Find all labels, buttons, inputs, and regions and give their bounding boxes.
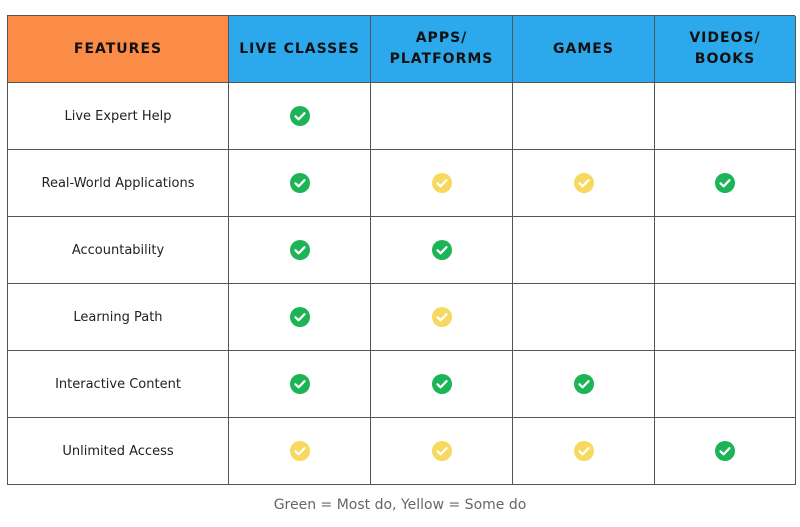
check-icon: [431, 374, 452, 394]
icon-circle: [431, 240, 452, 260]
status-cell: [229, 83, 371, 150]
icon-circle: [715, 441, 735, 461]
status-cell: [229, 284, 371, 351]
check-icon: [431, 173, 452, 193]
status-cell: [655, 217, 796, 284]
check-icon: [289, 441, 310, 461]
status-cell: [513, 418, 655, 485]
icon-circle: [715, 173, 735, 193]
icon-circle: [289, 307, 310, 327]
icon-circle: [289, 106, 310, 126]
icon-circle: [431, 441, 452, 461]
check-icon: [289, 307, 310, 327]
check-stroke: [577, 380, 590, 389]
icon-circle: [289, 441, 310, 461]
status-cell: [371, 418, 513, 485]
icon-circle: [289, 240, 310, 260]
check-icon: [431, 441, 452, 461]
status-cell: [229, 217, 371, 284]
feature-cell: Live Expert Help: [8, 83, 229, 150]
check-stroke: [577, 447, 590, 456]
icon-circle: [573, 374, 594, 394]
status-cell: [513, 150, 655, 217]
icon-circle: [431, 173, 452, 193]
check-icon: [431, 240, 452, 260]
caption: Green = Most do, Yellow = Some do: [273, 497, 527, 513]
check-stroke: [577, 179, 590, 188]
check-icon: [289, 106, 310, 126]
status-cell: [655, 284, 796, 351]
check-icon: [573, 374, 594, 394]
check-stroke: [435, 380, 448, 389]
check-icon: [431, 307, 452, 327]
header-cell: VIDEOS/ BOOKS: [655, 16, 796, 83]
check-stroke: [435, 313, 448, 322]
status-cell: [371, 150, 513, 217]
status-cell: [371, 217, 513, 284]
check-stroke: [293, 380, 306, 389]
check-stroke: [719, 447, 731, 456]
header-cell: FEATURES: [8, 16, 229, 83]
feature-cell: Real-World Applications: [8, 150, 229, 217]
status-cell: [655, 150, 796, 217]
status-cell: [655, 418, 796, 485]
status-cell: [655, 83, 796, 150]
check-icon: [715, 173, 735, 193]
check-icon: [289, 240, 310, 260]
status-cell: [229, 351, 371, 418]
check-stroke: [435, 179, 448, 188]
status-cell: [229, 150, 371, 217]
feature-cell: Learning Path: [8, 284, 229, 351]
status-cell: [513, 284, 655, 351]
check-icon: [715, 441, 735, 461]
feature-cell: Accountability: [8, 217, 229, 284]
icon-circle: [289, 374, 310, 394]
icon-circle: [431, 307, 452, 327]
comparison-table: FEATURES LIVE CLASSES APPS/ PLATFORMS GAMES…: [7, 15, 796, 485]
status-cell: [371, 284, 513, 351]
check-stroke: [293, 112, 306, 121]
check-stroke: [293, 179, 306, 188]
check-icon: [289, 173, 310, 193]
icon-circle: [573, 441, 594, 461]
check-icon: [289, 374, 310, 394]
header-cell: LIVE CLASSES: [229, 16, 371, 83]
check-stroke: [435, 447, 448, 456]
icon-circle: [573, 173, 594, 193]
feature-cell: Unlimited Access: [8, 418, 229, 485]
header-cell: APPS/ PLATFORMS: [371, 16, 513, 83]
check-stroke: [293, 313, 306, 322]
status-cell: [371, 83, 513, 150]
status-cell: [513, 83, 655, 150]
check-stroke: [293, 246, 306, 255]
status-cell: [371, 351, 513, 418]
status-cell: [513, 217, 655, 284]
icon-circle: [431, 374, 452, 394]
status-cell: [513, 351, 655, 418]
check-stroke: [719, 179, 731, 188]
check-icon: [573, 173, 594, 193]
icon-circle: [289, 173, 310, 193]
header-cell: GAMES: [513, 16, 655, 83]
status-cell: [229, 418, 371, 485]
check-stroke: [435, 246, 448, 255]
feature-cell: Interactive Content: [8, 351, 229, 418]
check-icon: [573, 441, 594, 461]
check-stroke: [293, 447, 306, 456]
status-cell: [655, 351, 796, 418]
